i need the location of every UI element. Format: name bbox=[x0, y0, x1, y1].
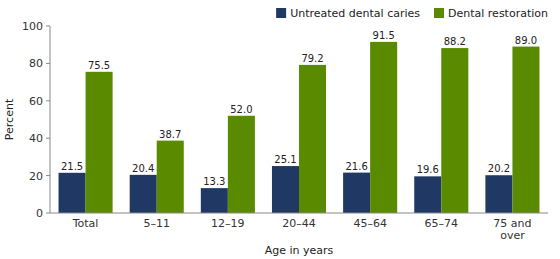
bar bbox=[201, 188, 228, 213]
y-tick-label: 0 bbox=[36, 207, 43, 220]
bar bbox=[485, 175, 512, 213]
bar bbox=[414, 176, 441, 213]
x-tick-label: Total bbox=[72, 217, 99, 230]
bar bbox=[157, 141, 184, 213]
data-label: 21.5 bbox=[61, 161, 83, 172]
y-tick bbox=[46, 63, 50, 64]
bar bbox=[299, 65, 326, 213]
bar bbox=[130, 175, 157, 213]
bar bbox=[343, 173, 370, 213]
y-tick bbox=[46, 213, 50, 214]
x-axis-title: Age in years bbox=[265, 244, 334, 257]
bars bbox=[59, 42, 540, 213]
y-tick-label: 20 bbox=[29, 170, 43, 183]
data-label: 89.0 bbox=[515, 35, 537, 46]
data-label: 52.0 bbox=[230, 104, 252, 115]
data-label: 19.6 bbox=[417, 164, 439, 175]
x-tick-label: 20–44 bbox=[282, 217, 316, 230]
x-tick-label: 5–11 bbox=[143, 217, 170, 230]
data-label: 13.3 bbox=[203, 176, 225, 187]
x-tick-label: 65–74 bbox=[425, 217, 459, 230]
legend-label: Dental restoration bbox=[448, 7, 548, 20]
x-tick-label: 75 andover bbox=[493, 217, 531, 242]
data-label: 20.4 bbox=[132, 163, 154, 174]
y-tick-label: 100 bbox=[22, 20, 43, 33]
y-tick-label: 60 bbox=[29, 95, 43, 108]
x-tick-label: 45–64 bbox=[353, 217, 387, 230]
data-label: 20.2 bbox=[488, 163, 510, 174]
data-label: 79.2 bbox=[301, 53, 323, 64]
legend-label: Untreated dental caries bbox=[290, 7, 420, 20]
y-tick bbox=[46, 138, 50, 139]
data-label: 25.1 bbox=[274, 154, 296, 165]
bar bbox=[441, 48, 468, 213]
y-tick bbox=[46, 26, 50, 27]
bar bbox=[512, 47, 539, 213]
data-label: 75.5 bbox=[88, 60, 110, 71]
bar bbox=[228, 116, 255, 213]
y-tick bbox=[46, 175, 50, 176]
bar bbox=[86, 72, 113, 213]
bar bbox=[59, 173, 86, 213]
bar bbox=[272, 166, 299, 213]
y-tick-label: 40 bbox=[29, 132, 43, 145]
x-tick-label: 12–19 bbox=[211, 217, 245, 230]
legend-swatch bbox=[434, 8, 444, 18]
bar bbox=[370, 42, 397, 213]
chart: 0 20 40 60 80 100 21.5 20.4 13.3 25.1 21.6 19.6 20.2… bbox=[0, 0, 560, 259]
data-label: 38.7 bbox=[159, 129, 181, 140]
y-tick-label: 80 bbox=[29, 57, 43, 70]
data-label: 88.2 bbox=[444, 36, 466, 47]
data-label: 21.6 bbox=[345, 161, 367, 172]
y-axis-line bbox=[50, 26, 51, 213]
y-tick bbox=[46, 100, 50, 101]
x-axis-line bbox=[50, 213, 548, 214]
legend: Untreated dental caries Dental restoratio… bbox=[276, 7, 548, 20]
y-axis-title: Percent bbox=[3, 98, 16, 140]
legend-swatch bbox=[276, 8, 286, 18]
data-label: 91.5 bbox=[373, 30, 395, 41]
